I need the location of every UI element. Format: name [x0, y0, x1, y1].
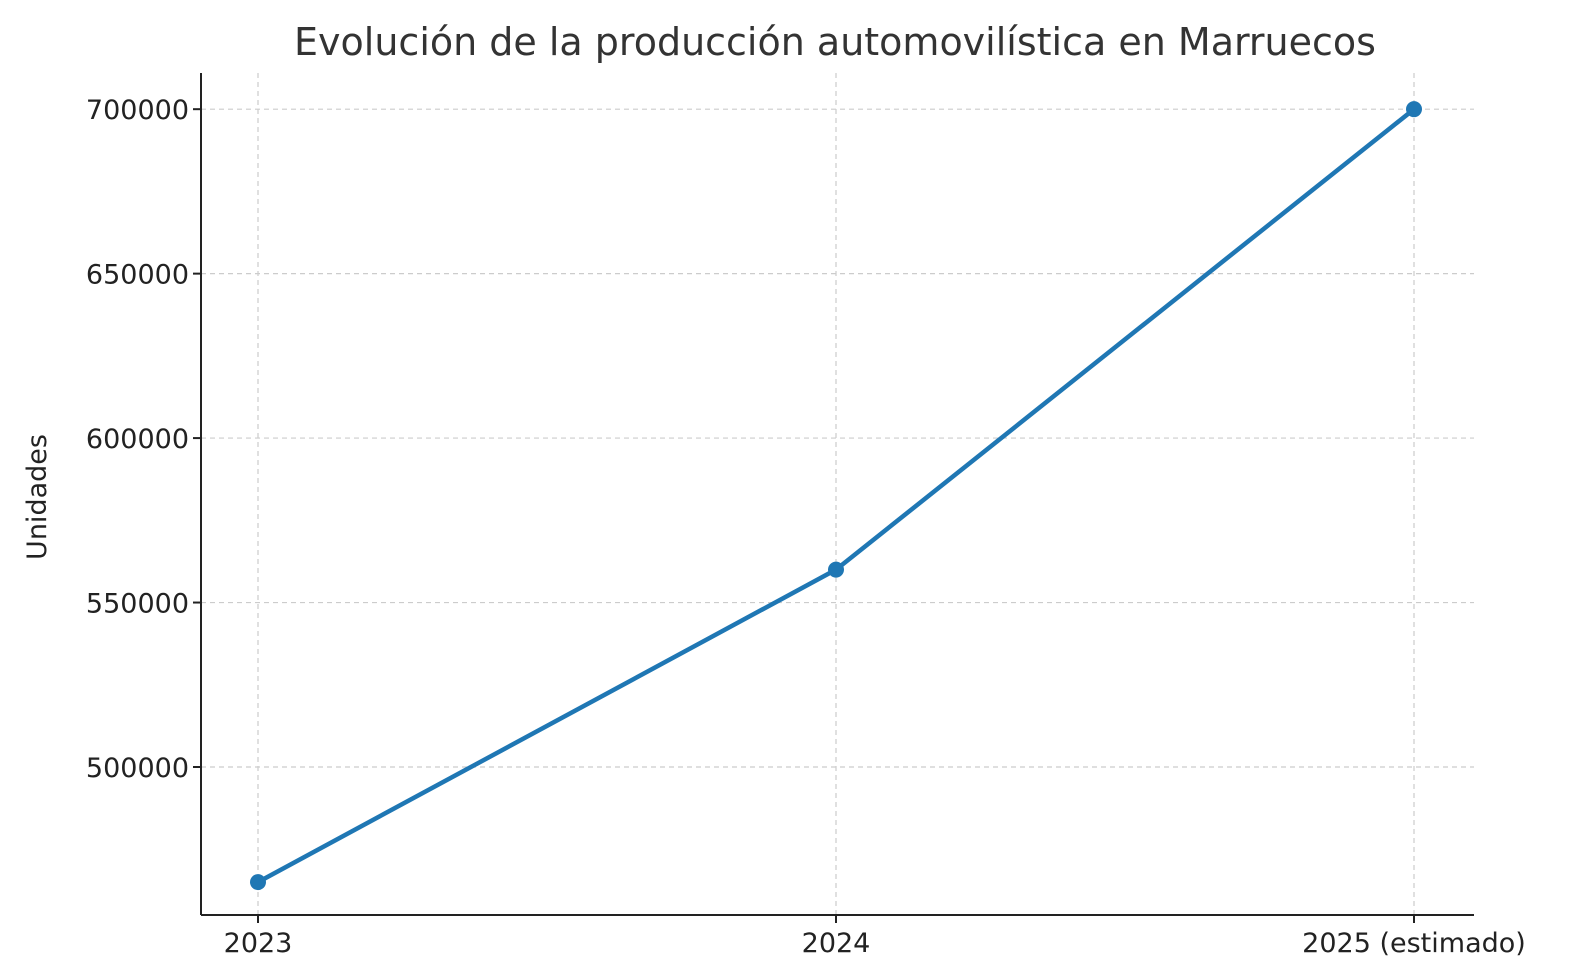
y-tick-label: 650000 — [86, 260, 189, 291]
x-tick-label: 2025 (estimado) — [1302, 928, 1526, 959]
data-point-2024 — [828, 561, 844, 578]
y-tick-label: 550000 — [86, 589, 189, 620]
y-tick-label: 500000 — [86, 753, 189, 784]
y-axis-label: Unidades — [22, 434, 53, 560]
y-axis-ticks: 500000 550000 600000 650000 700000 — [86, 95, 201, 784]
axes — [200, 73, 1474, 916]
x-tick-label: 2024 — [802, 928, 871, 959]
grid — [201, 73, 1474, 915]
chart-title: Evolución de la producción automovilísti… — [294, 20, 1376, 64]
x-axis-ticks: 2023 2024 2025 (estimado) — [224, 915, 1526, 959]
y-tick-label: 600000 — [86, 424, 189, 455]
x-tick-label: 2023 — [224, 928, 293, 959]
data-point-2023 — [250, 874, 266, 891]
series-group — [250, 101, 1422, 891]
y-tick-label: 700000 — [86, 95, 189, 126]
data-point-2025 — [1406, 101, 1422, 118]
